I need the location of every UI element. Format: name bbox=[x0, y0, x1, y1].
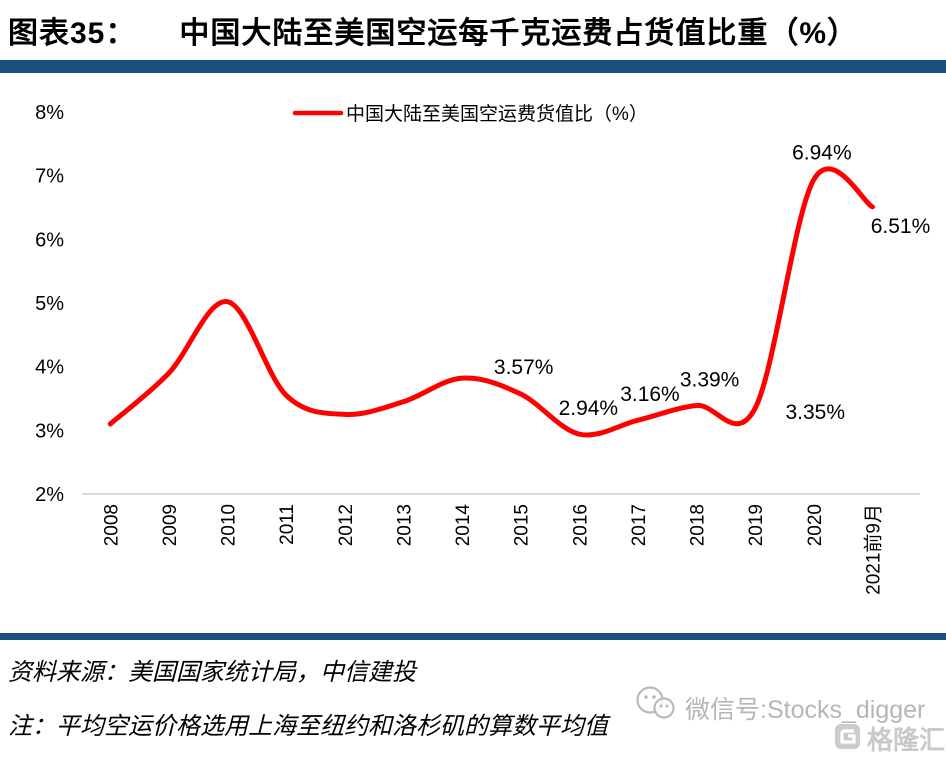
x-axis-tick-label: 2013 bbox=[394, 504, 415, 546]
y-axis-tick-label: 8% bbox=[35, 102, 64, 124]
x-axis-tick-label: 2016 bbox=[570, 504, 591, 546]
figure-number-label: 图表35： bbox=[8, 17, 137, 50]
source-text: 资料来源：美国国家统计局，中信建投 bbox=[8, 660, 416, 686]
x-axis-tick-label: 2010 bbox=[219, 504, 240, 546]
data-point-label: 6.51% bbox=[871, 215, 931, 238]
y-axis-tick-label: 7% bbox=[35, 166, 64, 188]
top-divider-bar bbox=[0, 60, 946, 73]
x-axis-tick-label: 2019 bbox=[746, 504, 767, 546]
y-axis-tick-label: 4% bbox=[35, 357, 64, 379]
x-axis-tick-label: 2015 bbox=[512, 504, 533, 546]
data-point-label: 6.94% bbox=[792, 141, 852, 164]
y-axis-tick-label: 5% bbox=[35, 293, 64, 315]
bottom-divider-bar bbox=[0, 633, 946, 640]
x-axis-tick-label: 2020 bbox=[805, 504, 826, 546]
x-axis-tick-label: 2011 bbox=[277, 504, 298, 545]
y-axis-tick-label: 6% bbox=[35, 229, 64, 251]
x-axis-tick-label: 2014 bbox=[453, 504, 474, 547]
line-chart-area: 8% 7% 6% 5% 4% 3% 2% 2008 2009 2010 2011 2012 2013 20… bbox=[0, 73, 946, 633]
x-axis-tick-label: 2021前9月 bbox=[862, 504, 884, 595]
data-point-label: 2.94% bbox=[559, 397, 619, 420]
x-axis-tick-label: 2017 bbox=[629, 504, 650, 546]
series-line bbox=[107, 166, 875, 438]
glh-logo-icon bbox=[833, 721, 863, 756]
wechat-watermark-text: 微信号:Stocks_digger bbox=[685, 695, 926, 724]
x-axis-tick-label: 2018 bbox=[688, 504, 709, 546]
line-chart: 8% 7% 6% 5% 4% 3% 2% 2008 2009 2010 2011 2012 2013 20… bbox=[35, 102, 931, 595]
data-point-label: 3.57% bbox=[494, 356, 554, 379]
x-axis-tick-label: 2008 bbox=[101, 504, 122, 546]
data-point-label: 3.35% bbox=[785, 401, 845, 424]
wechat-icon bbox=[633, 684, 679, 731]
note-text: 注：平均空运价格选用上海至纽约和洛杉矶的算数平均值 bbox=[8, 714, 608, 740]
glh-logo-watermark: 格隆汇 bbox=[833, 720, 945, 757]
data-point-label: 3.16% bbox=[620, 383, 680, 406]
x-axis-tick-label: 2009 bbox=[160, 504, 181, 546]
y-axis-tick-label: 3% bbox=[35, 420, 64, 442]
figure-header: 图表35： 中国大陆至美国空运每千克运费占货值比重（%） bbox=[8, 8, 858, 52]
data-point-label: 3.39% bbox=[680, 369, 740, 392]
legend-label: 中国大陆至美国空运费货值比（%） bbox=[346, 103, 648, 125]
wechat-watermark: 微信号:Stocks_digger bbox=[633, 684, 925, 731]
glh-logo-text: 格隆汇 bbox=[867, 725, 946, 755]
chart-title: 中国大陆至美国空运每千克运费占货值比重（%） bbox=[179, 17, 859, 50]
y-axis-tick-label: 2% bbox=[35, 484, 64, 506]
x-axis-tick-label: 2012 bbox=[336, 504, 357, 546]
